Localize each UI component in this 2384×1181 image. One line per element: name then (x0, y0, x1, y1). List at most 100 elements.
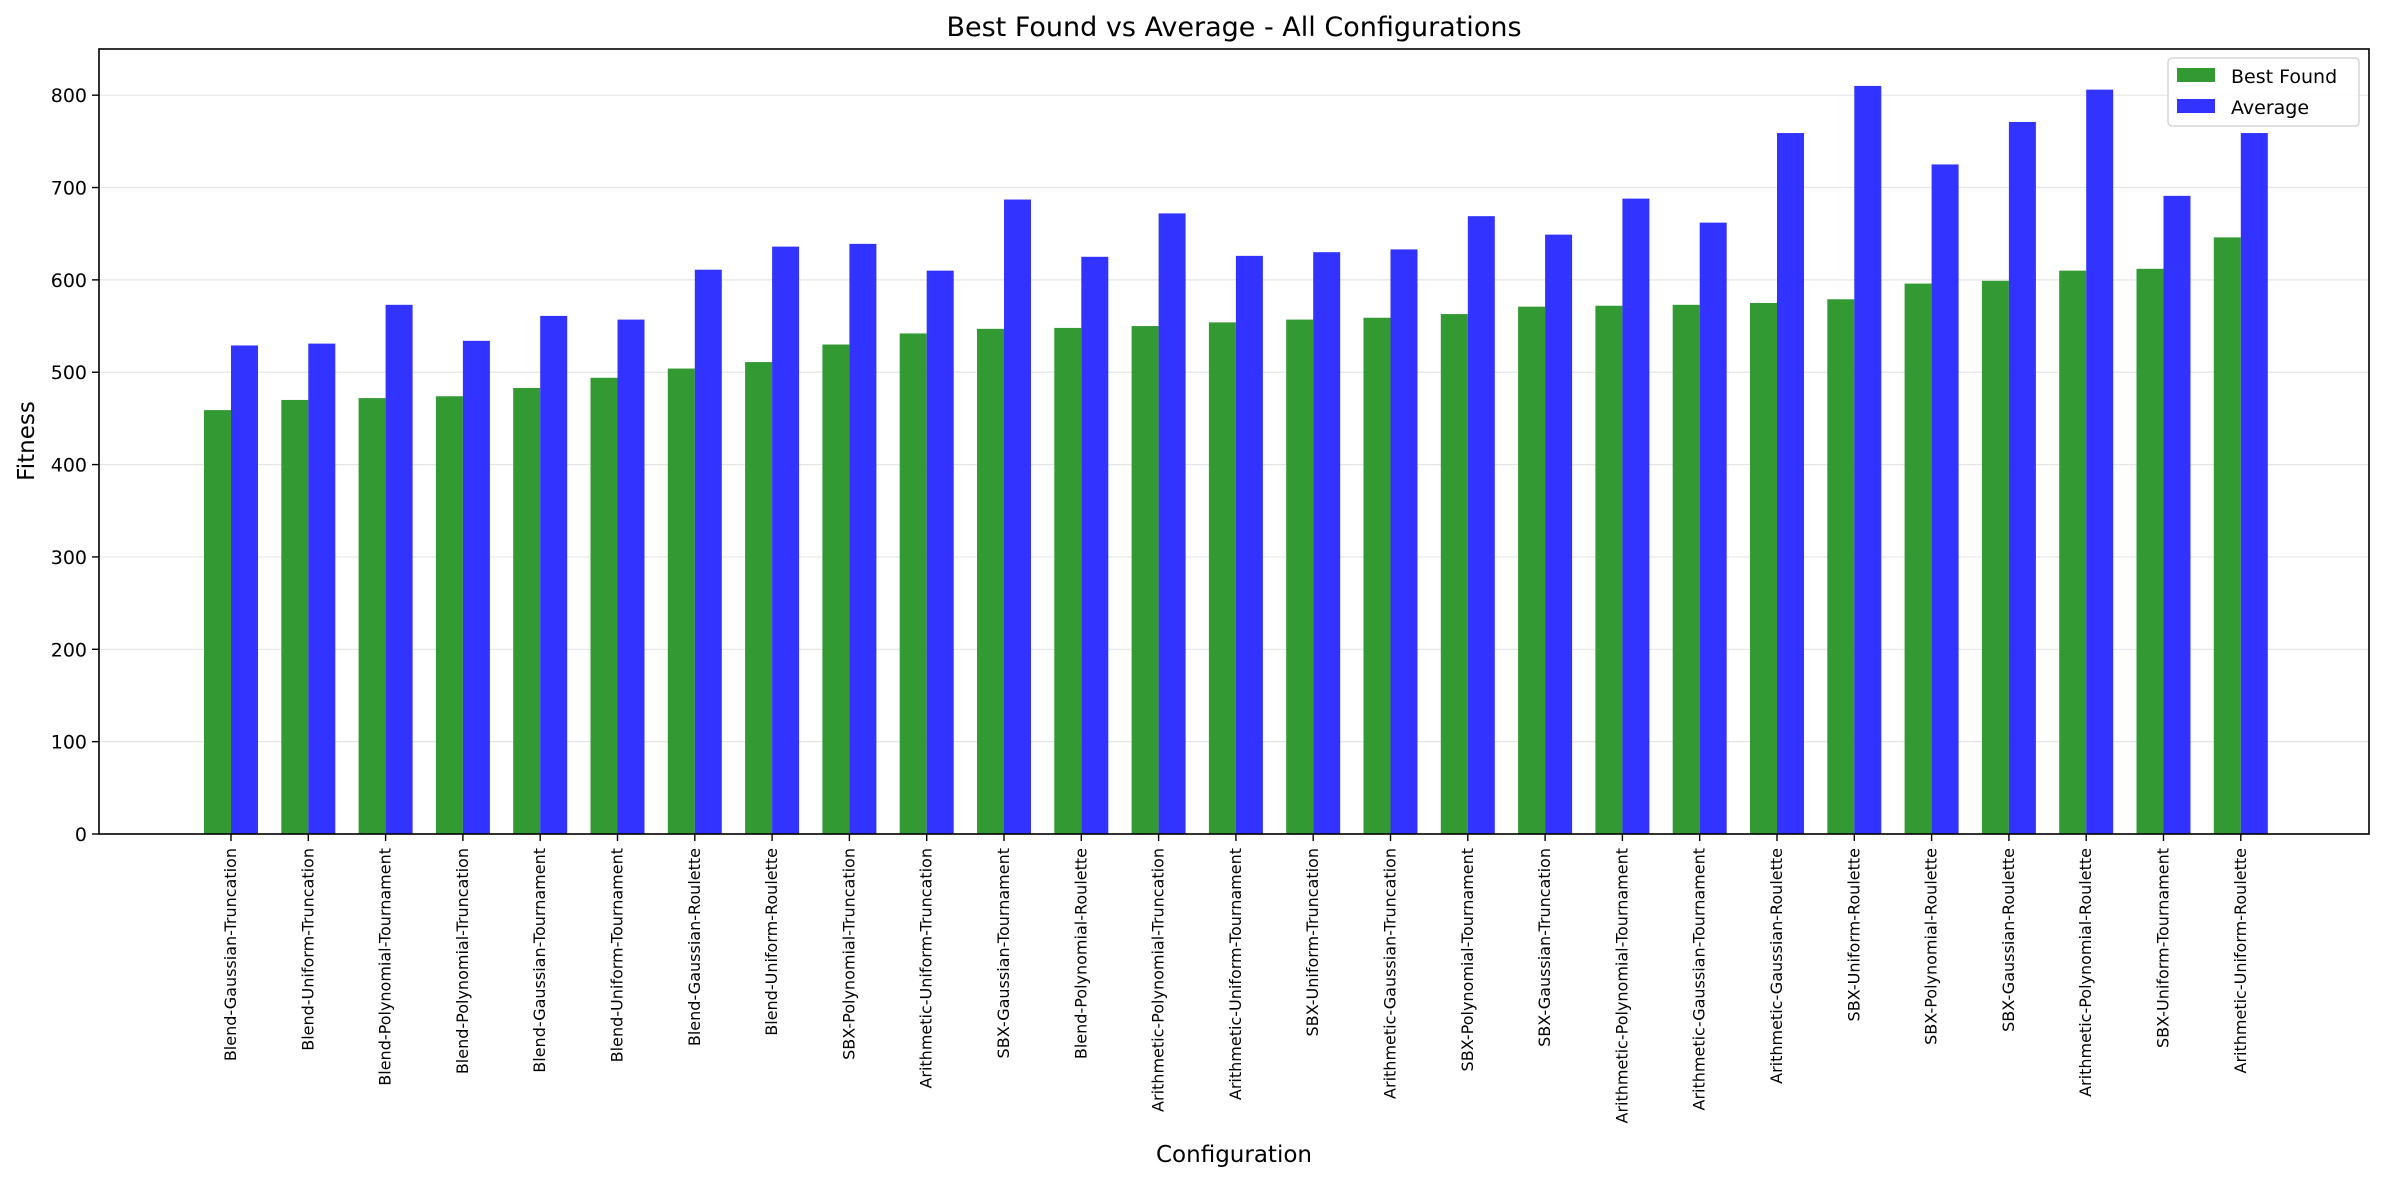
x-tick-label: SBX-Polynomial-Tournament (1458, 848, 1477, 1071)
x-tick-label: Arithmetic-Uniform-Tournament (1226, 848, 1245, 1100)
bar-average (1313, 252, 1341, 835)
y-tick-label: 400 (51, 455, 87, 477)
x-tick-label: Arithmetic-Polynomial-Roulette (2076, 848, 2095, 1097)
y-axis-ticks: 0 100 200 300 400 500 600 700 800 (51, 85, 99, 846)
x-tick-label: Arithmetic-Gaussian-Tournament (1690, 848, 1709, 1110)
plot-area-frame (98, 48, 2370, 835)
x-tick-label: SBX-Gaussian-Tournament (994, 848, 1013, 1058)
x-axis-ticks: Blend-Gaussian-Truncation Blend-Uniform-T… (221, 834, 2250, 1123)
bar-average (308, 343, 336, 834)
x-tick-label: SBX-Polynomial-Roulette (1922, 848, 1941, 1045)
bar-best-found (2059, 270, 2087, 834)
legend-box (2167, 57, 2360, 127)
y-tick-label: 200 (51, 639, 87, 661)
bar-average (1699, 222, 1727, 834)
bar-best-found (1208, 322, 1236, 834)
bar-average (385, 304, 413, 835)
bar-best-found (435, 396, 463, 834)
bar-best-found (2136, 268, 2164, 834)
bar-best-found (513, 387, 541, 834)
bar-average (1004, 199, 1031, 835)
x-tick-label: Blend-Polynomial-Truncation (453, 848, 472, 1074)
y-axis-label: Fitness (14, 401, 40, 481)
bar-average (694, 269, 722, 835)
bar-average (849, 243, 877, 835)
bar-best-found (1595, 305, 1623, 834)
x-tick-label: SBX-Uniform-Roulette (1844, 848, 1863, 1021)
legend-swatch-average (2177, 99, 2215, 113)
bar-best-found (1827, 299, 1855, 834)
bar-average (2163, 195, 2191, 834)
x-tick-label: Arithmetic-Polynomial-Truncation (1149, 848, 1168, 1112)
bar-average (2086, 89, 2114, 834)
x-axis-label: Configuration (1156, 1142, 1312, 1168)
y-tick-label: 100 (51, 732, 87, 754)
legend-label-average: Average (2231, 97, 2309, 119)
bar-average (1545, 234, 1573, 835)
chart-title: Best Found vs Average - All Configuratio… (946, 12, 1521, 43)
x-tick-label: Arithmetic-Gaussian-Truncation (1381, 848, 1400, 1099)
bar-best-found (1286, 319, 1314, 834)
bar-best-found (745, 362, 773, 834)
bar-average (462, 340, 490, 834)
x-tick-label: Blend-Uniform-Tournament (608, 848, 627, 1062)
y-tick-label: 700 (51, 178, 87, 200)
y-tick-label: 300 (51, 547, 87, 569)
bar-best-found (977, 328, 1004, 834)
x-tick-label: Arithmetic-Uniform-Truncation (917, 848, 936, 1089)
x-tick-label: Blend-Gaussian-Truncation (221, 848, 240, 1061)
bar-best-found (1672, 304, 1700, 835)
bar-best-found (590, 377, 618, 834)
y-tick-label: 600 (51, 270, 87, 292)
x-tick-label: Blend-Uniform-Roulette (762, 848, 781, 1036)
bar-best-found (204, 410, 231, 834)
x-tick-label: SBX-Polynomial-Truncation (839, 848, 858, 1060)
legend-swatch-best-found (2177, 68, 2215, 82)
bar-best-found (281, 399, 309, 834)
bar-best-found (667, 368, 695, 834)
legend-label-best-found: Best Found (2231, 66, 2337, 88)
bar-best-found (899, 333, 927, 834)
x-tick-label: SBX-Uniform-Truncation (1303, 848, 1322, 1037)
bar-average (1390, 249, 1418, 834)
bars (204, 85, 2268, 835)
bar-best-found (1054, 327, 1082, 834)
bar-average (540, 315, 568, 834)
bar-average (2008, 121, 2036, 835)
bar-best-found (1518, 306, 1546, 835)
legend: Best Found Average (2167, 57, 2360, 127)
y-tick-label: 500 (51, 362, 87, 384)
bar-average (926, 270, 954, 834)
bar-average (1158, 213, 1186, 834)
bar-average (1081, 256, 1109, 834)
bar-average (1467, 216, 1495, 835)
bar-average (1235, 255, 1263, 834)
bar-best-found (1981, 280, 2009, 834)
x-tick-label: SBX-Gaussian-Roulette (1999, 848, 2018, 1032)
x-tick-label: Blend-Gaussian-Tournament (530, 848, 549, 1073)
x-tick-label: Arithmetic-Uniform-Roulette (2231, 848, 2250, 1073)
bar-average (2240, 133, 2268, 834)
bar-average (1854, 85, 1882, 835)
bar-average (617, 319, 645, 834)
x-tick-label: Blend-Polynomial-Tournament (376, 848, 395, 1086)
bar-average (1777, 133, 1804, 834)
bar-best-found (1904, 283, 1932, 834)
bar-average (772, 246, 800, 834)
bar-best-found (1440, 314, 1468, 834)
bar-best-found (1363, 317, 1391, 834)
bar-average (231, 345, 258, 834)
bar-best-found (1750, 302, 1777, 834)
x-tick-label: Blend-Polynomial-Roulette (1071, 848, 1090, 1059)
bar-average (1622, 198, 1650, 835)
x-tick-label: Arithmetic-Gaussian-Roulette (1767, 848, 1786, 1084)
bar-average (1931, 164, 1959, 835)
bar-best-found (2213, 237, 2241, 834)
y-tick-label: 0 (75, 824, 87, 846)
bar-best-found (1131, 326, 1159, 834)
x-tick-label: SBX-Gaussian-Truncation (1535, 848, 1554, 1047)
bar-best-found (358, 398, 386, 834)
bar-best-found (822, 344, 850, 834)
x-tick-label: SBX-Uniform-Tournament (2154, 848, 2173, 1048)
